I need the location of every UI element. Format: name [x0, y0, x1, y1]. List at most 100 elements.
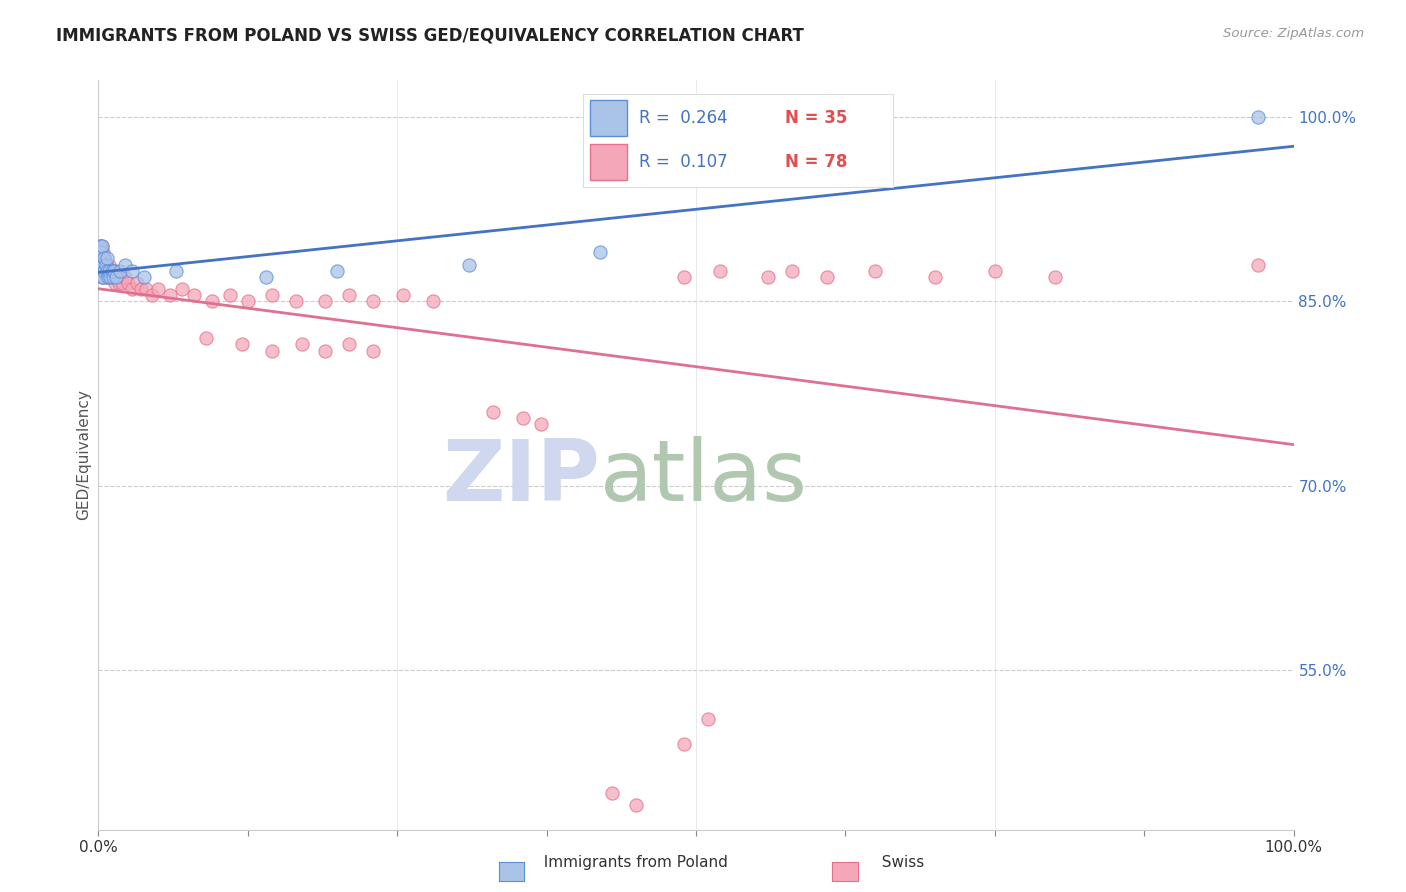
Point — [984, 263, 1007, 277]
Point — [284, 294, 307, 309]
Point — [756, 269, 779, 284]
Point — [104, 276, 127, 290]
Point — [172, 282, 194, 296]
Point — [94, 269, 117, 284]
Point — [91, 245, 114, 260]
Point — [117, 276, 139, 290]
Point — [458, 258, 481, 272]
Point — [98, 263, 121, 277]
Point — [236, 294, 259, 309]
Point — [326, 263, 349, 277]
Point — [103, 263, 125, 277]
Point — [100, 263, 122, 277]
Point — [105, 269, 128, 284]
Point — [815, 269, 838, 284]
Point — [90, 258, 112, 272]
Point — [91, 239, 114, 253]
Point — [93, 263, 115, 277]
Point — [315, 294, 337, 309]
Point — [96, 252, 118, 266]
Point — [114, 258, 136, 272]
Point — [363, 294, 385, 309]
Point — [260, 288, 283, 302]
Point — [89, 239, 111, 253]
Point — [231, 337, 253, 351]
Point — [481, 405, 505, 419]
Point — [183, 288, 205, 302]
Y-axis label: GED/Equivalency: GED/Equivalency — [76, 390, 91, 520]
Point — [530, 417, 553, 432]
Point — [103, 263, 125, 277]
Point — [114, 269, 136, 284]
Point — [105, 263, 128, 277]
Point — [697, 712, 720, 726]
Point — [96, 258, 118, 272]
Point — [392, 288, 415, 302]
Point — [93, 263, 115, 277]
Point — [165, 263, 187, 277]
Point — [100, 263, 122, 277]
Point — [315, 343, 337, 358]
Point — [219, 288, 242, 302]
Point — [96, 263, 118, 277]
Point — [107, 276, 129, 290]
Point — [422, 294, 444, 309]
Point — [90, 245, 112, 260]
Point — [101, 269, 124, 284]
Point — [91, 269, 114, 284]
Point — [93, 252, 115, 266]
Point — [98, 258, 121, 272]
Bar — [589, 100, 627, 136]
Point — [121, 282, 143, 296]
Text: R =  0.264: R = 0.264 — [640, 109, 728, 127]
Bar — [589, 145, 627, 180]
Point — [121, 263, 143, 277]
Point — [125, 276, 148, 290]
Point — [97, 269, 120, 284]
Point — [98, 269, 122, 284]
Point — [602, 786, 624, 800]
Text: Source: ZipAtlas.com: Source: ZipAtlas.com — [1223, 27, 1364, 40]
Point — [339, 288, 361, 302]
Point — [108, 269, 131, 284]
Point — [108, 263, 131, 277]
Point — [363, 343, 385, 358]
Point — [673, 737, 696, 751]
Point — [260, 343, 283, 358]
Point — [94, 258, 117, 272]
Point — [131, 282, 153, 296]
Point — [91, 239, 114, 253]
Point — [91, 263, 114, 277]
Point — [97, 269, 120, 284]
Point — [91, 263, 114, 277]
Point — [589, 245, 612, 260]
Point — [98, 269, 122, 284]
Point — [626, 797, 648, 812]
Point — [90, 258, 112, 272]
Point — [291, 337, 314, 351]
Point — [94, 258, 117, 272]
Point — [101, 269, 124, 284]
Point — [91, 269, 114, 284]
Point — [91, 258, 114, 272]
Text: ZIP: ZIP — [443, 436, 600, 519]
Text: atlas: atlas — [600, 436, 808, 519]
Text: Immigrants from Poland: Immigrants from Poland — [534, 855, 728, 870]
Point — [673, 269, 696, 284]
Text: N = 78: N = 78 — [785, 153, 846, 171]
Point — [924, 269, 946, 284]
Text: R =  0.107: R = 0.107 — [640, 153, 728, 171]
Text: IMMIGRANTS FROM POLAND VS SWISS GED/EQUIVALENCY CORRELATION CHART: IMMIGRANTS FROM POLAND VS SWISS GED/EQUI… — [56, 27, 804, 45]
Point — [201, 294, 224, 309]
Point — [93, 252, 115, 266]
Point — [865, 263, 887, 277]
Point — [148, 282, 170, 296]
Point — [89, 239, 111, 253]
Point — [1043, 269, 1066, 284]
Point — [195, 331, 218, 345]
Point — [111, 276, 134, 290]
Point — [94, 263, 117, 277]
Point — [107, 269, 129, 284]
Point — [97, 263, 120, 277]
Point — [339, 337, 361, 351]
